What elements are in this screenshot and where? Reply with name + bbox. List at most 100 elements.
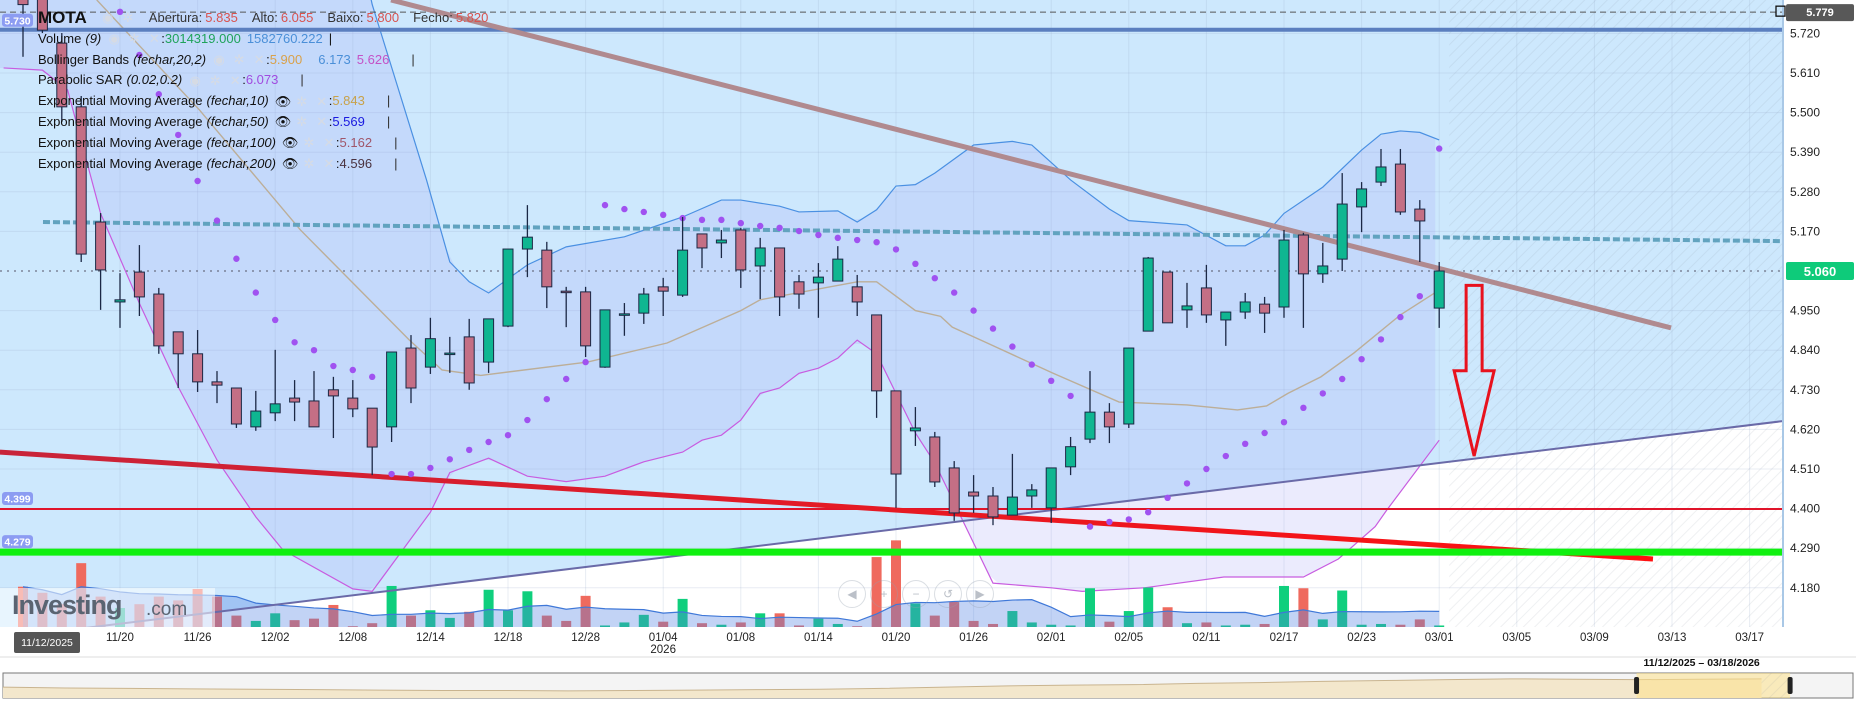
candle[interactable]: [1181, 282, 1193, 328]
candle[interactable]: [1433, 262, 1445, 328]
candle[interactable]: [909, 407, 921, 446]
candle[interactable]: [1026, 484, 1038, 508]
candle[interactable]: [1259, 296, 1271, 333]
candle[interactable]: [1103, 403, 1115, 444]
candle[interactable]: [172, 331, 184, 388]
candle[interactable]: [250, 390, 262, 431]
legend-volume-row[interactable]: Volume (9) ◉ ✲ ✕ : 3014319.000 1582760.222 …: [38, 29, 488, 50]
candle[interactable]: [289, 380, 301, 422]
candle[interactable]: [56, 33, 68, 122]
gear-icon[interactable]: ✲: [303, 155, 315, 171]
candle[interactable]: [1084, 371, 1096, 444]
candle[interactable]: [638, 287, 650, 324]
candle[interactable]: [230, 387, 242, 428]
candle[interactable]: [832, 246, 844, 282]
candle[interactable]: [424, 317, 436, 374]
gear-icon[interactable]: ✲: [122, 10, 134, 26]
candle[interactable]: [1356, 182, 1368, 233]
legend-ema200-row[interactable]: Exponential Moving Average (fechar,200) 👁…: [38, 154, 488, 175]
eye-icon[interactable]: 👁: [274, 114, 292, 130]
candle[interactable]: [327, 376, 339, 439]
resistance-trendline[interactable]: [390, 0, 1672, 331]
scroll-left-icon[interactable]: ◀: [838, 580, 866, 608]
eye-icon[interactable]: 👁: [281, 135, 299, 151]
gear-icon[interactable]: ✲: [296, 114, 308, 130]
eye-icon[interactable]: ◉: [108, 31, 120, 47]
candle[interactable]: [715, 229, 727, 259]
candle[interactable]: [366, 407, 378, 476]
candle[interactable]: [560, 286, 572, 328]
candle[interactable]: [308, 371, 320, 428]
candle[interactable]: [793, 274, 805, 309]
candle[interactable]: [599, 309, 611, 368]
candle[interactable]: [444, 336, 456, 373]
candle[interactable]: [153, 287, 165, 354]
navigator-left-handle[interactable]: [1634, 677, 1640, 694]
legend-ema100-row[interactable]: Exponential Moving Average (fechar,100) 👁…: [38, 133, 488, 154]
date-axis[interactable]: [0, 627, 1856, 657]
candle[interactable]: [95, 213, 107, 310]
candle[interactable]: [1220, 311, 1232, 346]
candle[interactable]: [75, 96, 87, 262]
eye-icon[interactable]: ◉: [213, 51, 225, 67]
navigator-right-handle[interactable]: [1787, 677, 1793, 694]
support-trendline-red[interactable]: [0, 449, 1654, 562]
candle[interactable]: [677, 217, 689, 297]
gear-icon[interactable]: ✲: [209, 72, 221, 88]
scroll-right-icon[interactable]: ▶: [966, 580, 994, 608]
candle[interactable]: [1065, 436, 1077, 476]
candle[interactable]: [929, 431, 941, 487]
candle[interactable]: [1239, 292, 1251, 319]
down-arrow[interactable]: [1452, 283, 1497, 457]
candle[interactable]: [1123, 347, 1135, 428]
candle[interactable]: [890, 390, 902, 508]
candle[interactable]: [133, 245, 145, 316]
candle[interactable]: [774, 247, 786, 316]
close-icon[interactable]: ✕: [148, 31, 160, 47]
zoom-out-icon[interactable]: −: [902, 580, 930, 608]
candle[interactable]: [17, 0, 29, 57]
candle[interactable]: [618, 303, 630, 336]
candle[interactable]: [1414, 200, 1426, 262]
candle[interactable]: [812, 263, 824, 318]
candle[interactable]: [1317, 242, 1329, 283]
square-icon[interactable]: [1775, 5, 1786, 17]
time-navigator[interactable]: 11/12/2025 – 03/18/2026: [2, 657, 1854, 699]
legend-ema50-row[interactable]: Exponential Moving Average (fechar,50) 👁 ✲…: [38, 112, 488, 133]
gear-icon[interactable]: ✲: [296, 93, 308, 109]
candle[interactable]: [580, 286, 592, 358]
eye-icon[interactable]: 👁: [281, 155, 299, 171]
candle[interactable]: [1278, 229, 1290, 318]
gear-icon[interactable]: ✲: [128, 31, 140, 47]
candle[interactable]: [211, 371, 223, 404]
candle[interactable]: [463, 318, 475, 390]
rising-trendline[interactable]: [37, 420, 1783, 634]
candle[interactable]: [269, 349, 281, 422]
close-icon[interactable]: ✕: [316, 114, 328, 130]
candle[interactable]: [1162, 271, 1174, 324]
candle[interactable]: [851, 274, 863, 316]
price-axis[interactable]: [1783, 0, 1856, 627]
close-icon[interactable]: ✕: [316, 93, 328, 109]
close-icon[interactable]: ✕: [253, 51, 265, 67]
candle[interactable]: [1142, 256, 1154, 332]
candle[interactable]: [871, 314, 883, 418]
candle[interactable]: [1375, 148, 1387, 187]
legend-ema10-row[interactable]: Exponential Moving Average (fechar,10) 👁 ✲…: [38, 91, 488, 112]
candle[interactable]: [1006, 453, 1018, 516]
close-icon[interactable]: ✕: [323, 135, 335, 151]
zoom-in-icon[interactable]: +: [870, 580, 898, 608]
candle[interactable]: [114, 273, 126, 328]
candle[interactable]: [1394, 148, 1406, 215]
candle[interactable]: [948, 461, 960, 521]
candle[interactable]: [735, 227, 747, 288]
eye-icon[interactable]: ◉: [189, 72, 201, 88]
candle[interactable]: [1336, 173, 1348, 271]
gear-icon[interactable]: ✲: [233, 51, 245, 67]
candle[interactable]: [754, 237, 766, 300]
candle[interactable]: [1200, 264, 1212, 323]
candle[interactable]: [405, 335, 417, 404]
close-icon[interactable]: ✕: [229, 72, 241, 88]
candle[interactable]: [502, 248, 514, 328]
